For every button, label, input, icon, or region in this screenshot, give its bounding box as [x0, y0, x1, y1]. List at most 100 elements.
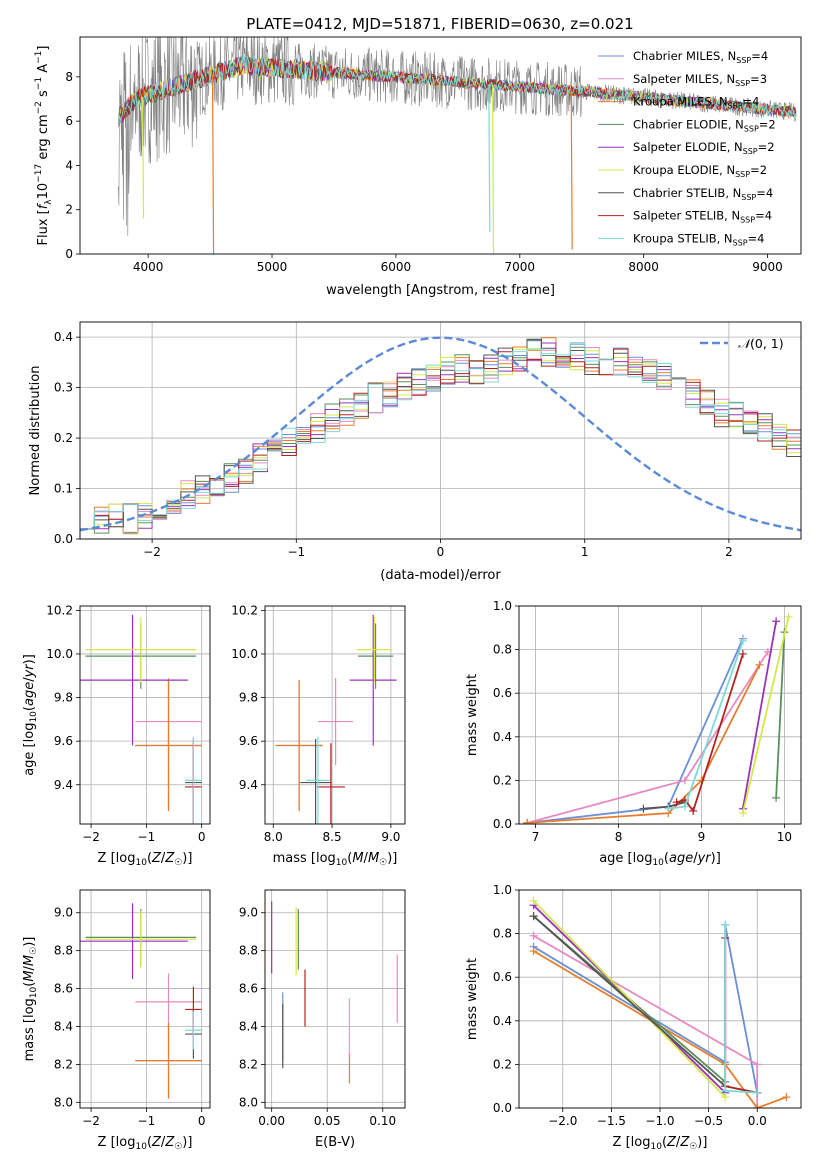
plus-marker [738, 809, 747, 818]
y-tick-label: 9.8 [54, 691, 73, 705]
mass-vs-Z-xlabel: Z [log10(Z/Z☉)] [98, 1135, 193, 1152]
plus-marker [782, 1093, 791, 1102]
y-tick-label: 0.2 [493, 773, 512, 787]
x-tick-label: 0 [198, 1114, 206, 1128]
y-tick-label: 8.8 [239, 944, 258, 958]
mass-weight-vs-age-axes: 7 8 9 10 0.0 0.2 0.4 0.6 0.8 1.0 [493, 599, 801, 844]
age-vs-Z-xlabel: Z [log10(Z/Z☉)] [98, 851, 193, 868]
y-tick-label: 8.0 [54, 1095, 73, 1109]
y-tick-label: 8.2 [239, 1057, 258, 1071]
y-tick-label: 9.6 [239, 734, 258, 748]
plus-marker [772, 793, 781, 802]
legend-label: 𝒩(0, 1) [738, 336, 784, 351]
x-tick-label: 1 [581, 545, 589, 559]
series-kroupa-elodie [532, 900, 726, 1098]
age-vs-Z-axes: −2 −1 0 9.4 9.6 9.8 10.0 10.2 [46, 603, 210, 844]
spectrum-ylabel: Flux [fλ10−17 erg cm−2 s−1 A−1] [34, 46, 54, 246]
x-tick-label: 8 [615, 830, 623, 844]
series-salpeter-miles [527, 651, 769, 824]
plus-marker [680, 776, 689, 785]
plus-marker [689, 806, 698, 815]
mass-weight-vs-age-frame [518, 605, 802, 825]
model-spectrum-kroupa-stelib [117, 54, 797, 127]
age-vs-mass-axes: 8.0 8.5 9.0 9.4 9.6 9.8 10.0 10.2 [231, 603, 405, 844]
x-tick-label: −2 [82, 1114, 100, 1128]
mass-weight-vs-Z-frame [518, 889, 802, 1109]
y-tick-label: 8.2 [54, 1057, 73, 1071]
legend-label: Kroupa STELIB, NSSP=4 [633, 231, 764, 247]
model-dip [570, 90, 573, 250]
mass-weight-vs-Z-ylabel: mass weight [465, 958, 480, 1040]
histogram-kroupa-elodie [80, 348, 801, 535]
age-vs-mass-frame [264, 605, 406, 825]
y-tick-label: 0.3 [54, 381, 73, 395]
x-tick-label: −1.5 [597, 1114, 626, 1128]
y-tick-label: 9.4 [54, 778, 73, 792]
plus-marker [529, 896, 538, 905]
residuals-xlabel: (data-model)/error [380, 568, 501, 583]
legend-label: Chabrier STELIB, NSSP=4 [633, 186, 773, 202]
mass-weight-vs-age-xlabel: age [log10(age/yr)] [599, 851, 721, 868]
plus-marker [738, 649, 747, 658]
plus-marker [529, 947, 538, 956]
y-tick-label: 8.6 [239, 982, 258, 996]
histogram-kroupa-stelib [80, 342, 801, 530]
figure-title: PLATE=0412, MJD=51871, FIBERID=0630, z=0… [246, 15, 633, 33]
spectrum-xlabel: wavelength [Angstrom, rest frame] [326, 283, 555, 298]
x-tick-label: 7000 [505, 260, 536, 274]
legend-label: Salpeter ELODIE, NSSP=2 [633, 140, 775, 156]
x-tick-label: 0 [437, 545, 445, 559]
y-tick-label: 8.0 [239, 1095, 258, 1109]
legend-label: Kroupa ELODIE, NSSP=2 [633, 163, 767, 179]
age-vs-Z-frame [79, 605, 211, 825]
plus-marker [672, 798, 681, 807]
x-tick-label: 4000 [133, 260, 164, 274]
x-tick-label: 7 [532, 830, 540, 844]
x-tick-label: 8.0 [264, 830, 283, 844]
plus-marker [755, 660, 764, 669]
x-tick-label: 0 [198, 830, 206, 844]
series-salpeter-elodie [742, 621, 777, 809]
plus-marker [753, 1088, 762, 1097]
mass-vs-Z-axes: −2 −1 0 8.0 8.2 8.4 8.6 8.8 9.0 [54, 890, 210, 1128]
plus-marker [753, 1060, 762, 1069]
y-tick-label: 9.6 [54, 734, 73, 748]
x-tick-label: −1 [138, 1114, 156, 1128]
mass-weight-vs-age-lines [523, 612, 793, 824]
plus-marker [772, 617, 781, 626]
y-tick-label: 6 [65, 114, 73, 128]
x-tick-label: 0.10 [369, 1114, 396, 1128]
series-kroupa-miles [533, 950, 787, 1108]
y-tick-label: 9.0 [239, 906, 258, 920]
y-tick-label: 0.8 [493, 643, 512, 657]
residuals-ylabel: Normed distribution [28, 366, 43, 496]
series-chabrier-elodie [775, 632, 786, 798]
y-tick-label: 0 [65, 247, 73, 261]
x-tick-label: −1 [287, 545, 305, 559]
series-chabrier-miles [533, 924, 759, 1093]
y-tick-label: 0.0 [493, 817, 512, 831]
x-tick-label: 8000 [628, 260, 659, 274]
spectrum-frame [79, 36, 802, 255]
y-tick-label: 10.0 [231, 647, 258, 661]
y-tick-label: 10.2 [231, 603, 258, 617]
residuals-axes: −2 −1 0 1 2 0.0 0.1 0.2 0.3 0.4 [54, 322, 801, 559]
x-tick-label: 0.00 [258, 1114, 285, 1128]
y-tick-label: 0.6 [493, 686, 512, 700]
mass-weight-vs-Z-lines [529, 896, 791, 1108]
x-tick-label: −2 [82, 830, 100, 844]
plus-marker [523, 818, 532, 824]
legend-label: Kroupa MILES, NSSP=4 [633, 95, 759, 111]
legend-label: Chabrier ELODIE, NSSP=2 [633, 117, 776, 133]
y-tick-label: 0.4 [493, 1014, 512, 1028]
x-tick-label: 0.0 [748, 1114, 767, 1128]
x-tick-label: −2 [143, 545, 161, 559]
y-tick-label: 8.6 [54, 982, 73, 996]
series-kroupa-miles [527, 664, 761, 824]
plus-marker [784, 612, 793, 621]
legend-label: Chabrier MILES, NSSP=4 [633, 49, 768, 65]
series-chabrier-stelib [533, 915, 758, 1094]
x-tick-label: −2.0 [548, 1114, 577, 1128]
mass-vs-Z-points [80, 903, 202, 1099]
